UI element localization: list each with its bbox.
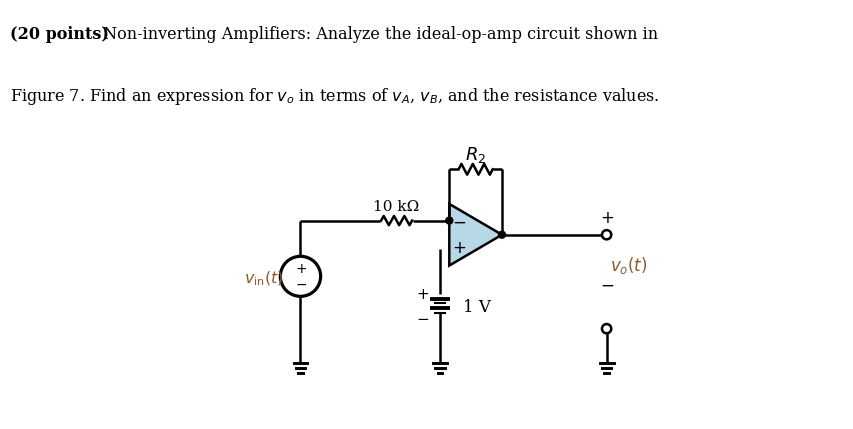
Text: $+$: $+$: [416, 287, 429, 302]
Text: $+$: $+$: [451, 239, 465, 257]
Text: $R_2$: $R_2$: [465, 145, 485, 166]
Text: $-$: $-$: [416, 310, 429, 325]
Text: (20 points): (20 points): [10, 26, 109, 43]
Text: $+$: $+$: [599, 209, 613, 227]
Text: $v_{\mathrm{in}}(t)$: $v_{\mathrm{in}}(t)$: [243, 269, 282, 288]
Text: $-$: $-$: [451, 212, 466, 230]
Text: Figure 7. Find an expression for $v_o$ in terms of $v_A$, $v_B$, and the resista: Figure 7. Find an expression for $v_o$ i…: [10, 86, 659, 107]
Text: 10 kΩ: 10 kΩ: [373, 200, 419, 214]
Text: $-$: $-$: [599, 276, 613, 294]
Text: $v_o(t)$: $v_o(t)$: [610, 255, 647, 276]
Polygon shape: [449, 204, 502, 266]
Text: $+$: $+$: [295, 263, 307, 276]
Circle shape: [445, 217, 452, 224]
Text: 1 V: 1 V: [462, 299, 490, 316]
Circle shape: [498, 231, 505, 238]
Text: $-$: $-$: [295, 277, 307, 291]
Text: Non-inverting Amplifiers: Analyze the ideal-op-amp circuit shown in: Non-inverting Amplifiers: Analyze the id…: [98, 26, 658, 43]
